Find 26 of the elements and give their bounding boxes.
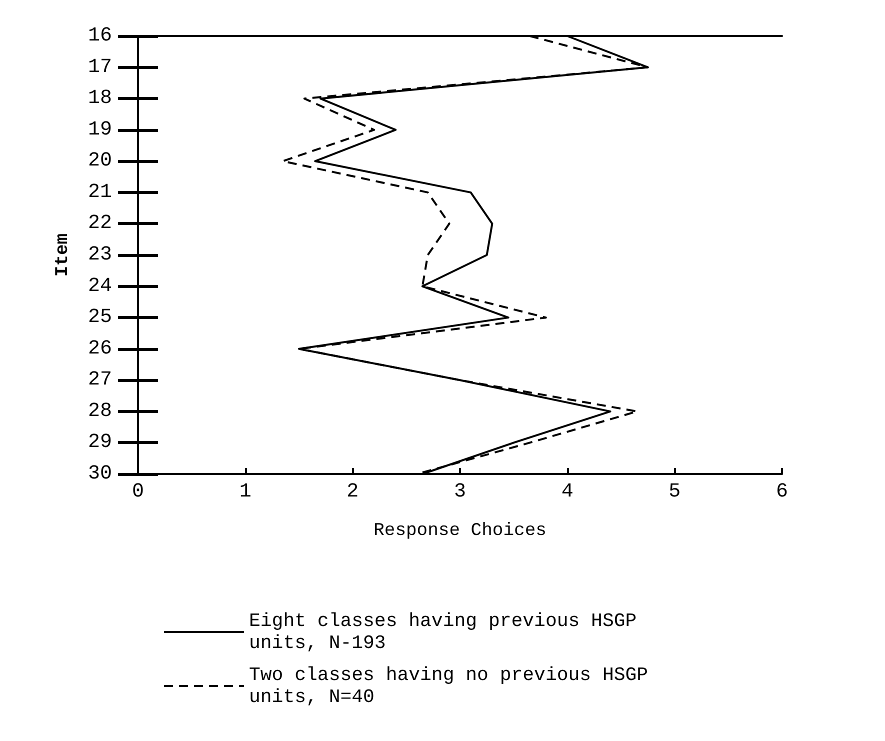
y-tick-label: 16 bbox=[88, 24, 112, 48]
legend-label: Two classes having no previous HSGP units, N=40 bbox=[249, 664, 660, 708]
y-tick-label: 23 bbox=[88, 244, 112, 266]
y-axis-title: Item bbox=[53, 233, 73, 277]
x-tick-label: 6 bbox=[776, 480, 788, 504]
y-tick-label: 19 bbox=[88, 118, 112, 142]
x-tick-label: 2 bbox=[346, 480, 359, 504]
y-tick-label: 20 bbox=[88, 150, 112, 173]
y-tick-label: 22 bbox=[88, 212, 112, 236]
y-tick-label: 17 bbox=[88, 56, 112, 79]
y-tick-label: 18 bbox=[88, 87, 112, 110]
x-tick-label: 3 bbox=[454, 480, 466, 504]
x-tick-label: 1 bbox=[239, 480, 252, 504]
y-tick-label: 21 bbox=[88, 180, 112, 204]
y-tick-label: 28 bbox=[88, 400, 112, 423]
x-tick-label: 4 bbox=[561, 480, 574, 504]
y-tick-label: 24 bbox=[88, 274, 112, 298]
y-tick-label: 27 bbox=[88, 368, 112, 392]
y-tick-label: 25 bbox=[88, 306, 112, 330]
x-tick-label: 5 bbox=[668, 480, 681, 504]
x-axis-title: Response Choices bbox=[374, 521, 546, 541]
x-tick-label: 0 bbox=[132, 480, 144, 504]
y-tick-label: 29 bbox=[88, 431, 112, 454]
y-tick-label: 26 bbox=[88, 337, 112, 360]
legend-label: Eight classes having previous HSGP units, N-193 bbox=[249, 610, 648, 654]
y-tick-label: 30 bbox=[88, 462, 112, 486]
